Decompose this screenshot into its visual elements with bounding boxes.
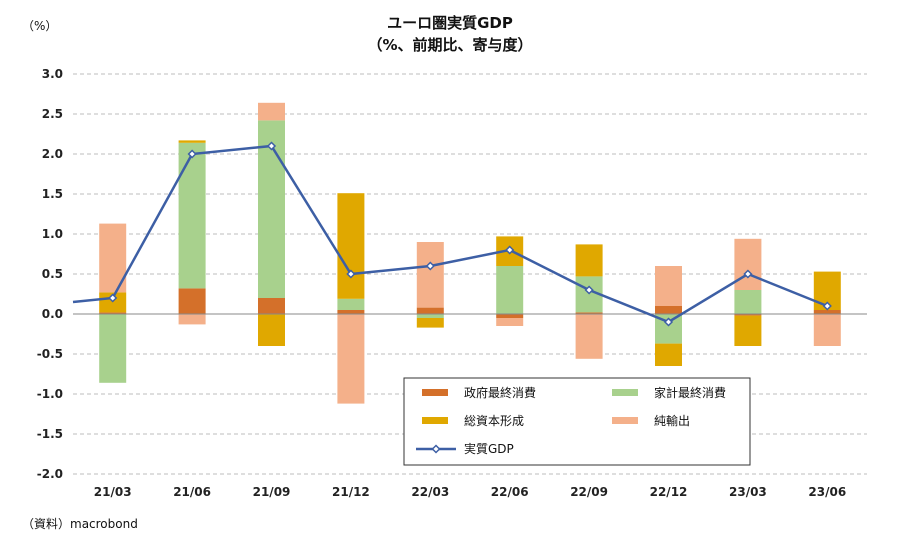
legend-swatch bbox=[422, 389, 448, 396]
y-tick-label: -2.0 bbox=[37, 467, 63, 481]
bar-segment bbox=[813, 310, 841, 314]
bar-segment bbox=[496, 314, 524, 318]
gdp-point bbox=[266, 141, 277, 151]
y-tick-label: -1.0 bbox=[37, 387, 63, 401]
y-tick-label: 2.0 bbox=[42, 147, 63, 161]
legend-swatch bbox=[422, 417, 448, 424]
y-tick-label: 2.5 bbox=[42, 107, 63, 121]
gdp-point bbox=[108, 293, 118, 303]
y-axis-unit: （%） bbox=[22, 19, 57, 33]
gdp-point bbox=[822, 301, 832, 311]
bar-segment bbox=[575, 312, 603, 314]
bar-segment bbox=[258, 102, 285, 121]
x-tick-label: 21/06 bbox=[173, 485, 211, 499]
y-tick-label: 0.0 bbox=[42, 307, 63, 321]
gdp-point bbox=[584, 285, 594, 295]
gdp-point bbox=[743, 269, 753, 279]
bar-segment bbox=[734, 238, 762, 290]
legend-label: 家計最終消費 bbox=[654, 385, 726, 400]
gdp-point bbox=[187, 149, 197, 159]
bar-segment bbox=[178, 288, 206, 314]
bar-segment bbox=[575, 314, 603, 359]
legend-marker bbox=[431, 444, 441, 454]
x-axis-ticks: 21/03 21/06 21/09 21/12 22/03 22/06 22/09 22/12… bbox=[94, 485, 846, 499]
bar-segment bbox=[178, 140, 206, 143]
gdp-line bbox=[72, 141, 832, 327]
gdp-point bbox=[663, 317, 674, 327]
legend-label: 純輸出 bbox=[654, 413, 690, 428]
bar-segment bbox=[734, 315, 762, 346]
legend-label: 政府最終消費 bbox=[464, 385, 536, 400]
bar-segment bbox=[655, 266, 682, 306]
y-axis-ticks: 3.0 2.5 2.0 1.5 1.0 0.5 0.0 -0.5 -1.0 -1.5 -2.0 bbox=[37, 67, 63, 481]
bar-segment bbox=[813, 314, 841, 346]
bar-segment bbox=[258, 314, 285, 346]
x-tick-label: 22/06 bbox=[491, 485, 529, 499]
bar-segment bbox=[416, 318, 444, 328]
chart-subtitle: （%、前期比、寄与度） bbox=[367, 36, 532, 54]
x-tick-label: 23/03 bbox=[729, 485, 767, 499]
bar-segment bbox=[178, 142, 206, 289]
x-tick-label: 21/09 bbox=[253, 485, 291, 499]
chart-title: ユーロ圏実質GDP bbox=[387, 14, 513, 32]
y-tick-label: 0.5 bbox=[42, 267, 63, 281]
y-tick-label: -1.5 bbox=[37, 427, 63, 441]
x-tick-label: 22/03 bbox=[411, 485, 449, 499]
gdp-point bbox=[505, 245, 515, 255]
bar-segment bbox=[496, 318, 524, 326]
bar-segment bbox=[416, 242, 444, 308]
legend-label: 総資本形成 bbox=[464, 414, 524, 428]
source-note: （資料）macrobond bbox=[22, 517, 138, 531]
bar-segment bbox=[416, 314, 444, 318]
gdp-point bbox=[425, 261, 435, 271]
bar-segment bbox=[496, 266, 524, 314]
x-tick-label: 23/06 bbox=[808, 485, 846, 499]
bar-segment bbox=[99, 312, 127, 314]
y-tick-label: -0.5 bbox=[37, 347, 63, 361]
y-tick-label: 1.0 bbox=[42, 227, 63, 241]
y-tick-label: 3.0 bbox=[42, 67, 63, 81]
bar-segment bbox=[575, 244, 603, 277]
y-tick-label: 1.5 bbox=[42, 187, 63, 201]
bar-segment bbox=[99, 314, 127, 383]
legend-swatch bbox=[612, 389, 638, 396]
legend-swatch bbox=[612, 417, 638, 424]
x-tick-label: 21/12 bbox=[332, 485, 370, 499]
bar-segment bbox=[337, 298, 365, 310]
bars bbox=[99, 102, 841, 404]
legend-box bbox=[403, 377, 751, 466]
bar-segment bbox=[734, 314, 762, 316]
x-tick-label: 22/12 bbox=[650, 485, 688, 499]
bar-segment bbox=[337, 310, 365, 314]
bar-segment bbox=[655, 306, 682, 314]
legend-label: 実質GDP bbox=[464, 441, 514, 456]
bar-segment bbox=[337, 193, 365, 299]
gdp-point bbox=[346, 269, 356, 279]
bar-segment bbox=[655, 343, 682, 366]
bar-segment bbox=[416, 307, 444, 314]
x-tick-label: 21/03 bbox=[94, 485, 132, 499]
bar-segment bbox=[734, 290, 762, 314]
bar-segment bbox=[178, 314, 206, 325]
x-tick-label: 22/09 bbox=[570, 485, 608, 499]
bar-segment bbox=[337, 314, 365, 404]
bar-segment bbox=[258, 298, 285, 314]
